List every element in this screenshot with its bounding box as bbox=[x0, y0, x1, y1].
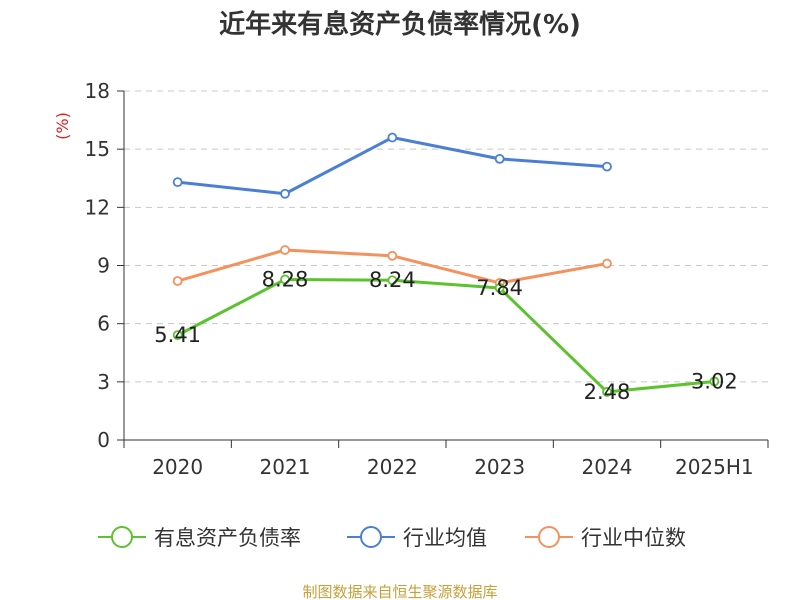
series-line bbox=[176, 277, 715, 394]
series-1 bbox=[172, 132, 612, 199]
data-point bbox=[494, 283, 505, 293]
source-note: 制图数据来自恒生聚源数据库 bbox=[302, 583, 497, 600]
series-0 bbox=[172, 274, 720, 397]
legend-label: 行业均值 bbox=[403, 526, 487, 550]
data-label: 3.02 bbox=[691, 369, 738, 393]
legend-label: 有息资产负债率 bbox=[154, 526, 301, 550]
series-2 bbox=[172, 245, 612, 288]
data-point bbox=[709, 376, 720, 387]
legend-marker bbox=[111, 526, 133, 548]
y-tick-label: 15 bbox=[85, 137, 110, 161]
series-line bbox=[177, 136, 608, 196]
x-tick-label: 2020 bbox=[152, 455, 203, 479]
x-tick-label: 2023 bbox=[474, 455, 525, 479]
data-label: 7.84 bbox=[476, 276, 523, 300]
legend-item-0[interactable]: 有息资产负债率 bbox=[98, 526, 301, 550]
data-label: 8.24 bbox=[369, 268, 416, 292]
data-label: 8.28 bbox=[262, 267, 309, 291]
chart-title: 近年来有息资产负债率情况(%) bbox=[219, 9, 581, 40]
y-tick-label: 12 bbox=[85, 195, 110, 219]
legend-marker bbox=[538, 526, 560, 548]
legend-item-1[interactable]: 行业均值 bbox=[347, 526, 487, 550]
data-point bbox=[280, 274, 290, 285]
legend-marker bbox=[360, 526, 382, 548]
data-point bbox=[387, 250, 398, 261]
axes: 0 3 6 9 12 15 18 2020 2021 2022 2023 2024 2025H1 bbox=[85, 79, 769, 479]
grid-lines bbox=[124, 90, 768, 383]
x-tick-label: 2025H1 bbox=[675, 455, 754, 479]
data-point bbox=[280, 188, 290, 199]
y-axis-unit: (%) bbox=[53, 112, 72, 140]
y-tick-label: 0 bbox=[97, 428, 110, 452]
x-tick-label: 2022 bbox=[367, 455, 418, 479]
data-label: 2.48 bbox=[584, 380, 631, 404]
data-point bbox=[387, 132, 398, 143]
x-tick-label: 2021 bbox=[260, 455, 311, 479]
data-point bbox=[172, 177, 183, 188]
data-point bbox=[602, 258, 612, 269]
legend-label: 行业中位数 bbox=[581, 526, 686, 550]
data-point bbox=[172, 330, 183, 341]
legend-item-2[interactable]: 行业中位数 bbox=[525, 526, 686, 550]
x-tick-label: 2024 bbox=[582, 455, 633, 479]
y-tick-label: 9 bbox=[97, 254, 110, 278]
data-point bbox=[172, 276, 183, 286]
legend[interactable]: 有息资产负债率 行业均值 行业中位数 bbox=[98, 526, 686, 550]
plot-area bbox=[172, 132, 720, 397]
data-point bbox=[280, 245, 290, 255]
y-tick-label: 18 bbox=[85, 79, 110, 103]
data-point bbox=[494, 153, 505, 164]
y-tick-label: 6 bbox=[97, 312, 110, 336]
data-point bbox=[387, 275, 398, 286]
data-point bbox=[602, 161, 612, 172]
data-label: 5.41 bbox=[154, 323, 201, 347]
data-point bbox=[602, 387, 612, 397]
data-labels: 5.41 8.28 8.24 7.84 2.48 3.02 bbox=[154, 267, 737, 403]
y-tick-label: 3 bbox=[97, 370, 110, 394]
